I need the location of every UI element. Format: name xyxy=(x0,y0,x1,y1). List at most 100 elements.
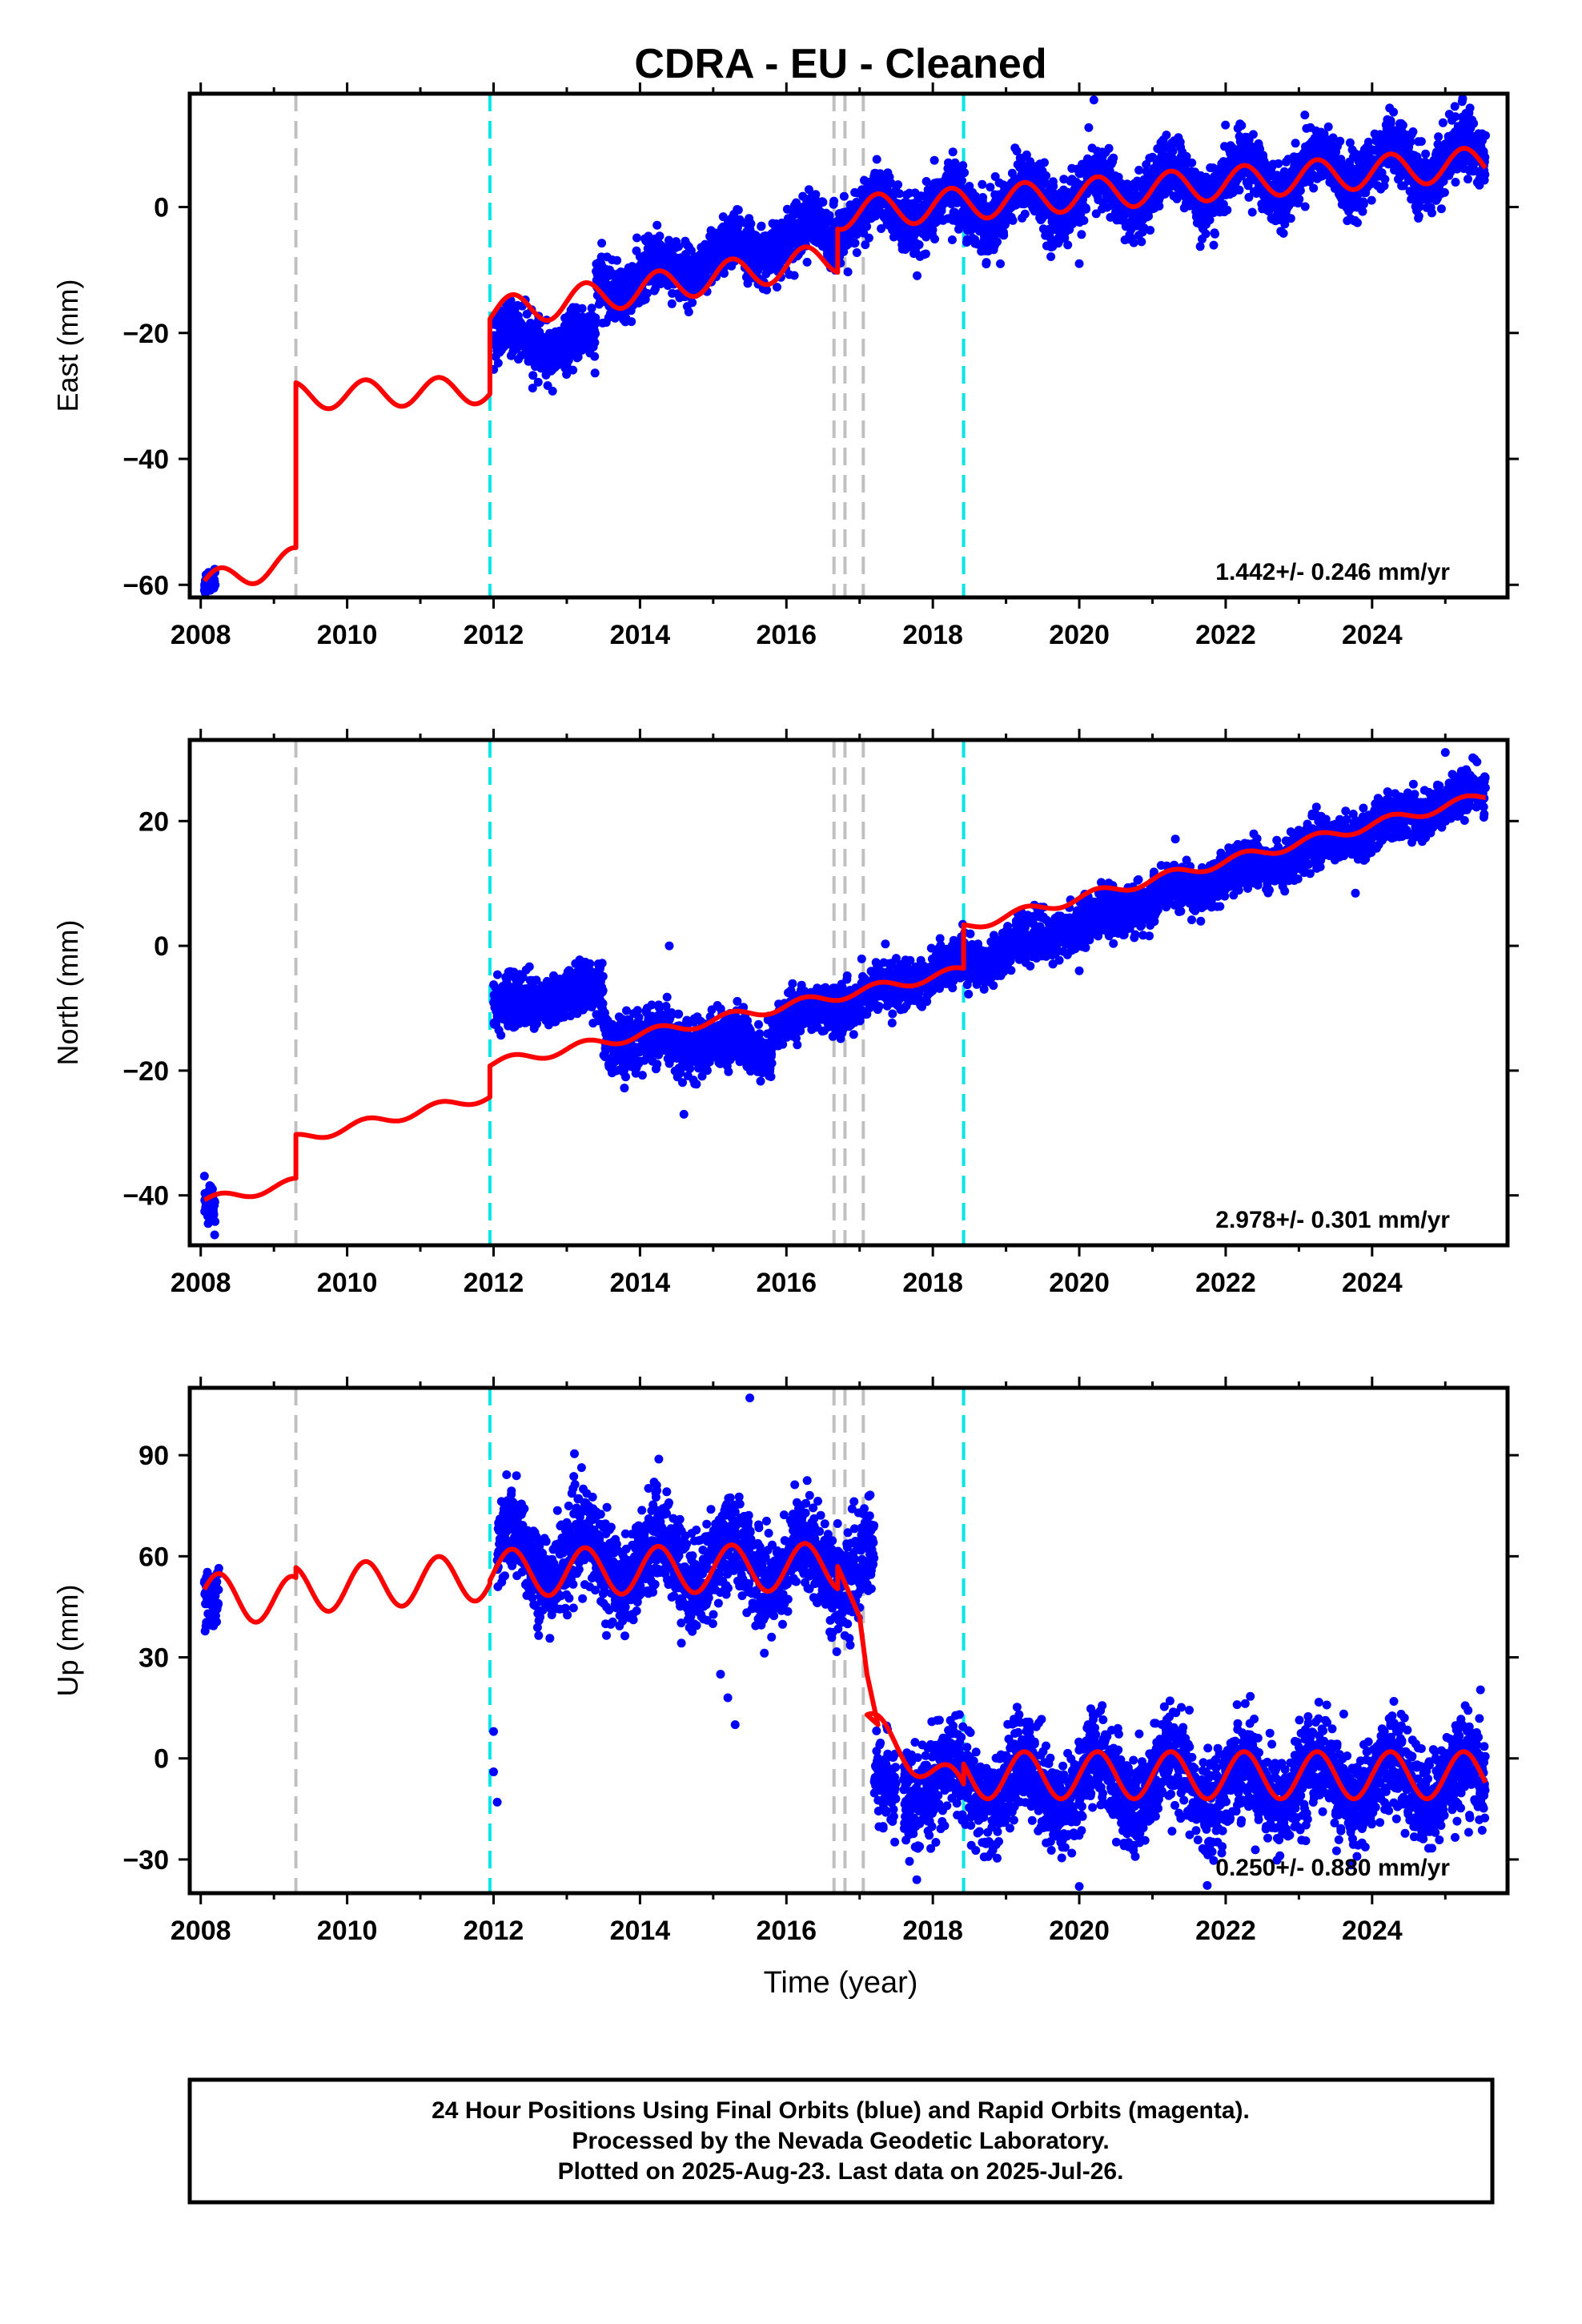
data-point xyxy=(1414,211,1423,221)
data-point xyxy=(1146,226,1155,235)
data-point xyxy=(1079,215,1089,225)
data-point xyxy=(1274,159,1283,168)
data-point xyxy=(1089,95,1098,105)
data-point xyxy=(719,268,729,278)
data-point xyxy=(564,356,573,365)
data-point xyxy=(688,298,697,308)
data-point xyxy=(548,386,557,396)
data-point xyxy=(1221,120,1231,130)
data-point xyxy=(982,258,991,267)
data-point xyxy=(999,231,1009,240)
data-point xyxy=(960,168,970,178)
data-point xyxy=(1223,205,1232,215)
data-point xyxy=(862,222,872,231)
data-point xyxy=(199,1172,209,1181)
panel-north: 2008 2010 2012 2014 2016 2018 2020 2022 2024−40−… xyxy=(51,729,1519,1298)
data-point xyxy=(1438,118,1447,127)
data-point xyxy=(591,319,600,328)
data-point xyxy=(496,1031,506,1040)
data-point xyxy=(1209,240,1219,250)
data-point xyxy=(829,196,839,206)
data-point xyxy=(573,352,583,362)
data-point xyxy=(947,235,957,244)
x-tick-label: 2020 xyxy=(1049,620,1110,650)
data-point xyxy=(1291,139,1300,148)
data-point xyxy=(1077,230,1086,239)
data-point xyxy=(686,246,696,255)
data-point xyxy=(958,176,966,185)
data-point xyxy=(996,259,1005,268)
data-point xyxy=(1436,204,1446,214)
data-point xyxy=(652,220,662,230)
data-point xyxy=(1398,120,1407,130)
y-tick-label: 0 xyxy=(154,193,169,223)
data-point xyxy=(1162,131,1171,140)
y-tick-label: −60 xyxy=(122,570,169,601)
x-tick-label: 2010 xyxy=(317,620,378,650)
data-point xyxy=(839,191,849,201)
data-point xyxy=(211,1216,220,1226)
data-point xyxy=(1295,195,1304,204)
data-point xyxy=(627,317,636,327)
data-point xyxy=(1336,155,1346,164)
data-point xyxy=(1201,229,1211,239)
data-point xyxy=(1248,130,1258,139)
data-point xyxy=(1008,215,1018,225)
data-point xyxy=(993,237,1002,247)
data-point xyxy=(1480,170,1490,179)
data-point xyxy=(893,180,903,190)
data-point xyxy=(1451,178,1460,187)
data-point xyxy=(811,190,821,199)
data-point xyxy=(1464,175,1472,184)
data-point xyxy=(612,255,622,265)
data-point xyxy=(632,233,641,243)
data-point xyxy=(1104,143,1114,153)
data-point xyxy=(577,304,587,313)
data-point xyxy=(1168,147,1178,156)
data-point xyxy=(718,212,728,222)
data-point xyxy=(921,249,930,259)
data-point xyxy=(1465,103,1475,113)
data-point xyxy=(590,338,600,348)
data-point xyxy=(1300,111,1310,120)
data-point xyxy=(597,239,607,248)
data-point xyxy=(1144,211,1153,221)
data-point xyxy=(1389,107,1399,117)
data-point xyxy=(1300,202,1310,211)
data-point xyxy=(655,231,665,241)
x-tick-label: 2024 xyxy=(1342,620,1403,650)
x-tick-label: 2018 xyxy=(902,620,963,650)
x-tick-label: 2022 xyxy=(1195,620,1256,650)
data-point xyxy=(1129,238,1138,247)
data-point xyxy=(1359,199,1368,209)
data-point xyxy=(526,318,536,328)
data-point xyxy=(667,299,677,308)
data-point xyxy=(1358,207,1367,216)
data-point xyxy=(1416,137,1426,147)
data-point xyxy=(978,193,988,202)
data-point xyxy=(1134,166,1144,175)
data-point xyxy=(872,155,881,164)
data-point xyxy=(210,1230,219,1240)
data-point xyxy=(1063,240,1073,250)
data-point xyxy=(644,231,653,241)
y-axis-label: East (mm) xyxy=(51,279,84,412)
data-point xyxy=(930,155,939,165)
data-point xyxy=(1380,175,1390,184)
data-point xyxy=(1046,252,1056,261)
data-point xyxy=(1469,119,1479,128)
data-point xyxy=(843,267,853,276)
data-point xyxy=(1211,229,1219,239)
chart-title: CDRA - EU - Cleaned xyxy=(634,41,1046,87)
data-point xyxy=(1042,171,1051,180)
data-point xyxy=(1074,259,1084,268)
data-point xyxy=(524,962,534,971)
data-point xyxy=(1386,119,1395,128)
data-point xyxy=(1335,136,1345,146)
data-point xyxy=(1154,201,1164,211)
data-point xyxy=(852,248,861,257)
data-point xyxy=(1235,185,1244,195)
y-tick-label: −20 xyxy=(122,319,169,349)
data-point xyxy=(211,581,220,589)
